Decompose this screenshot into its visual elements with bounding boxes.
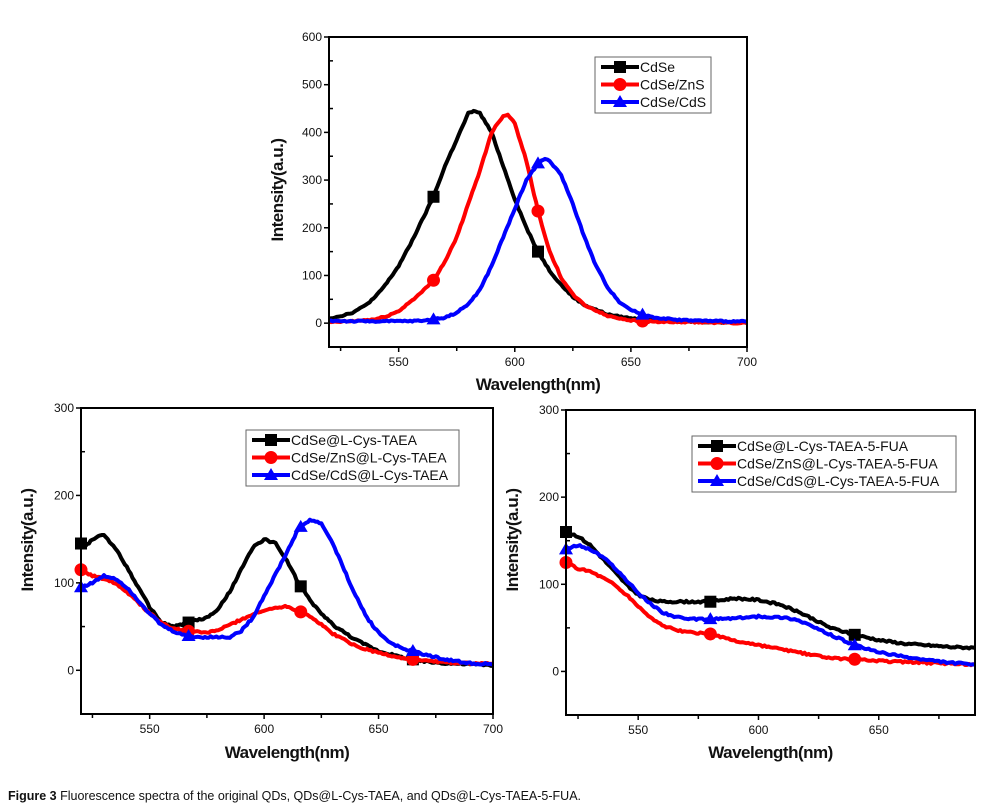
- series-marker-triangle: [426, 312, 441, 325]
- series-marker-square: [294, 580, 307, 593]
- x-axis-title: Wavelength(nm): [708, 743, 833, 762]
- chart-original: 0 100 200 300 400 500 600 550 600 650 700 Wavelengt…: [268, 30, 757, 394]
- legend-entry-label: CdSe/ZnS@L-Cys-TAEA: [291, 450, 447, 466]
- series-marker-circle: [531, 204, 545, 218]
- series-marker-triangle: [531, 156, 545, 169]
- series-marker-circle: [406, 652, 420, 666]
- legend-entry-label: CdSe: [640, 59, 675, 75]
- legend-marker-triangle: [613, 95, 627, 107]
- y-tick-label: 0: [315, 316, 322, 330]
- legend-marker-triangle: [264, 468, 278, 480]
- y-tick-label: 200: [539, 490, 559, 504]
- y-tick-label: 400: [302, 125, 322, 139]
- caption-text: Fluorescence spectra of the original QDs…: [60, 789, 582, 803]
- series-line-CdSe/ZnS@L-Cys-TAEA-5-FUA: [564, 560, 976, 668]
- x-tick-label: 550: [628, 723, 648, 737]
- series-marker-circle: [848, 652, 862, 666]
- series-marker-square: [427, 190, 440, 203]
- series-marker-square: [704, 595, 717, 608]
- series-marker-square: [532, 245, 544, 258]
- x-axis-title: Wavelength(nm): [476, 375, 601, 394]
- series-marker-triangle: [635, 307, 650, 320]
- y-tick-label: 0: [552, 664, 559, 678]
- x-tick-label: 700: [483, 722, 503, 736]
- legend-marker-triangle: [710, 474, 724, 486]
- series-marker-triangle: [703, 612, 718, 625]
- legend-entry-label: CdSe/CdS@L-Cys-TAEA: [291, 467, 449, 483]
- legend-marker-circle: [710, 457, 724, 470]
- y-tick-label: 100: [539, 577, 559, 591]
- legend-marker-square: [614, 61, 626, 73]
- series-line-CdSe/CdS: [328, 156, 748, 324]
- series-marker-circle: [703, 627, 717, 641]
- x-tick-label: 600: [505, 355, 525, 369]
- y-tick-label: 200: [54, 488, 74, 502]
- chart-taea-5fua: 0 100 200 300 550 600 650 Wavelength(nm) Intensi…: [503, 403, 976, 762]
- series-line-CdSe/CdS@L-Cys-TAEA: [80, 517, 494, 667]
- series-marker-triangle: [181, 629, 196, 642]
- x-tick-label: 650: [369, 722, 389, 736]
- legend-entry-label: CdSe@L-Cys-TAEA: [291, 432, 418, 448]
- legend: CdSe@L-Cys-TAEA-5-FUA CdSe/ZnS@L-Cys-TAEA…: [691, 435, 957, 493]
- legend-entry-label: CdSe/ZnS@L-Cys-TAEA-5-FUA: [737, 456, 938, 472]
- y-tick-label: 300: [302, 173, 322, 187]
- y-axis-title: Intensity(a.u.): [268, 138, 287, 241]
- legend-entry-label: CdSe/ZnS: [640, 77, 705, 93]
- legend-marker-square: [711, 440, 723, 452]
- y-tick-label: 200: [302, 221, 322, 235]
- series-line-CdSe/ZnS@L-Cys-TAEA: [79, 567, 494, 667]
- caption-label: Figure 3: [8, 789, 57, 803]
- y-tick-label: 100: [54, 576, 74, 590]
- legend: CdSe@L-Cys-TAEA CdSe/ZnS@L-Cys-TAEACdSe/C…: [245, 429, 460, 487]
- x-tick-label: 600: [254, 722, 274, 736]
- x-tick-label: 650: [621, 355, 641, 369]
- x-tick-label: 550: [140, 722, 160, 736]
- plot-frame: [565, 409, 976, 716]
- legend-marker-circle: [613, 78, 627, 91]
- y-tick-label: 300: [54, 401, 74, 415]
- chart-taea: 0 100 200 300 550 600 650 700 Wavelength(nm) Inte…: [18, 401, 503, 762]
- y-tick-label: 600: [302, 30, 322, 44]
- x-tick-label: 650: [869, 723, 889, 737]
- legend-entry-label: CdSe/CdS@L-Cys-TAEA-5-FUA: [737, 473, 940, 489]
- series-line-CdSe/CdS@L-Cys-TAEA-5-FUA: [564, 543, 976, 667]
- y-tick-label: 100: [302, 268, 322, 282]
- legend-entry-label: CdSe@L-Cys-TAEA-5-FUA: [737, 438, 909, 454]
- y-tick-label: 500: [302, 78, 322, 92]
- x-axis-title: Wavelength(nm): [225, 743, 350, 762]
- series-marker-square: [848, 628, 861, 641]
- y-tick-label: 0: [67, 663, 74, 677]
- series-marker-triangle: [405, 644, 420, 657]
- y-axis-title: Intensity(a.u.): [503, 488, 522, 591]
- legend-marker-circle: [264, 451, 278, 464]
- y-axis-title: Intensity(a.u.): [18, 488, 37, 591]
- legend-marker-square: [265, 434, 277, 446]
- series-line-CdSe/ZnS: [328, 112, 748, 326]
- plot-frame: [328, 36, 748, 348]
- x-tick-label: 550: [389, 355, 409, 369]
- series-marker-circle: [427, 273, 440, 287]
- x-tick-label: 600: [748, 723, 768, 737]
- series-marker-triangle: [293, 519, 308, 532]
- y-tick-label: 300: [539, 403, 559, 417]
- legend-entry-label: CdSe/CdS: [640, 94, 706, 110]
- figure-caption: Figure 3 Fluorescence spectra of the ori…: [8, 789, 581, 803]
- series-line-CdSe@L-Cys-TAEA-5-FUA: [565, 530, 976, 651]
- series-marker-circle: [294, 605, 308, 619]
- plot-frame: [80, 407, 494, 715]
- series-marker-triangle: [847, 638, 862, 651]
- x-tick-label: 700: [737, 355, 757, 369]
